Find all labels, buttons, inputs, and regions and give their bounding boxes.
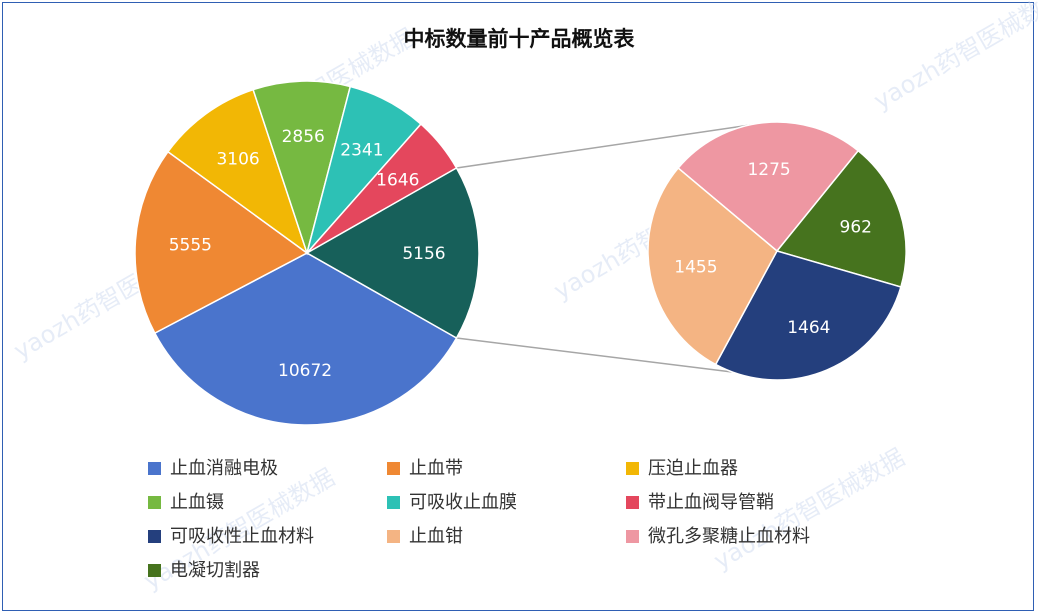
legend-swatch — [387, 462, 400, 475]
pie-slice — [153, 252, 458, 426]
secondary-pie-slice-label: 962 — [840, 217, 872, 237]
legend-label: 电凝切割器 — [170, 560, 260, 581]
secondary-pie: 1275 962 1464 1455 — [647, 121, 907, 381]
legend-label: 带止血阀导管鞘 — [648, 492, 774, 513]
main-pie: 10672 5555 3106 2856 2341 1646 5156 — [134, 80, 480, 426]
secondary-pie-slice — [647, 167, 778, 366]
legend-swatch — [148, 564, 161, 577]
secondary-pie-slice-label: 1275 — [747, 160, 790, 180]
watermark-text: yaozh药智医械数据 — [869, 0, 1038, 115]
legend-swatch — [148, 530, 161, 543]
pie-slice-label: 3106 — [216, 149, 259, 169]
pie-slice-label: 5156 — [402, 244, 445, 264]
legend-swatch — [387, 496, 400, 509]
pie-slice-label: 2341 — [340, 141, 383, 161]
secondary-pie-slice-label: 1464 — [787, 318, 830, 338]
pie-slice — [166, 88, 309, 255]
legend-label: 微孔多聚糖止血材料 — [648, 526, 810, 547]
pie-slice-label: 1646 — [376, 170, 419, 190]
legend-swatch — [148, 462, 161, 475]
legend-label: 止血镊 — [170, 492, 224, 513]
pie-slice — [252, 80, 352, 256]
secondary-pie-slice-label: 1455 — [674, 257, 717, 277]
connector-lines — [456, 123, 758, 373]
connector-line-top — [456, 123, 758, 169]
secondary-pie-slice — [714, 250, 902, 381]
secondary-pie-slice — [677, 121, 860, 253]
legend-label: 止血钳 — [409, 526, 463, 547]
pie-slice-label: 5555 — [169, 236, 212, 256]
legend-swatch — [626, 530, 639, 543]
legend-swatch — [626, 496, 639, 509]
chart-title: 中标数量前十产品概览表 — [404, 27, 636, 51]
pie-slice-label: 2856 — [282, 127, 325, 147]
legend-label: 止血消融电极 — [170, 458, 278, 479]
legend-swatch — [626, 462, 639, 475]
legend-swatch — [387, 530, 400, 543]
pie-slice — [305, 166, 480, 340]
legend-label: 可吸收性止血材料 — [170, 526, 314, 547]
connector-line-bottom — [456, 337, 733, 373]
legend-label: 止血带 — [409, 458, 463, 479]
legend-label: 压迫止血器 — [648, 458, 738, 479]
pie-slice-label: 10672 — [278, 361, 332, 381]
secondary-pie-slice — [775, 149, 907, 288]
legend-label: 可吸收止血膜 — [409, 492, 517, 513]
legend-swatch — [148, 496, 161, 509]
pie-slice — [134, 150, 309, 335]
